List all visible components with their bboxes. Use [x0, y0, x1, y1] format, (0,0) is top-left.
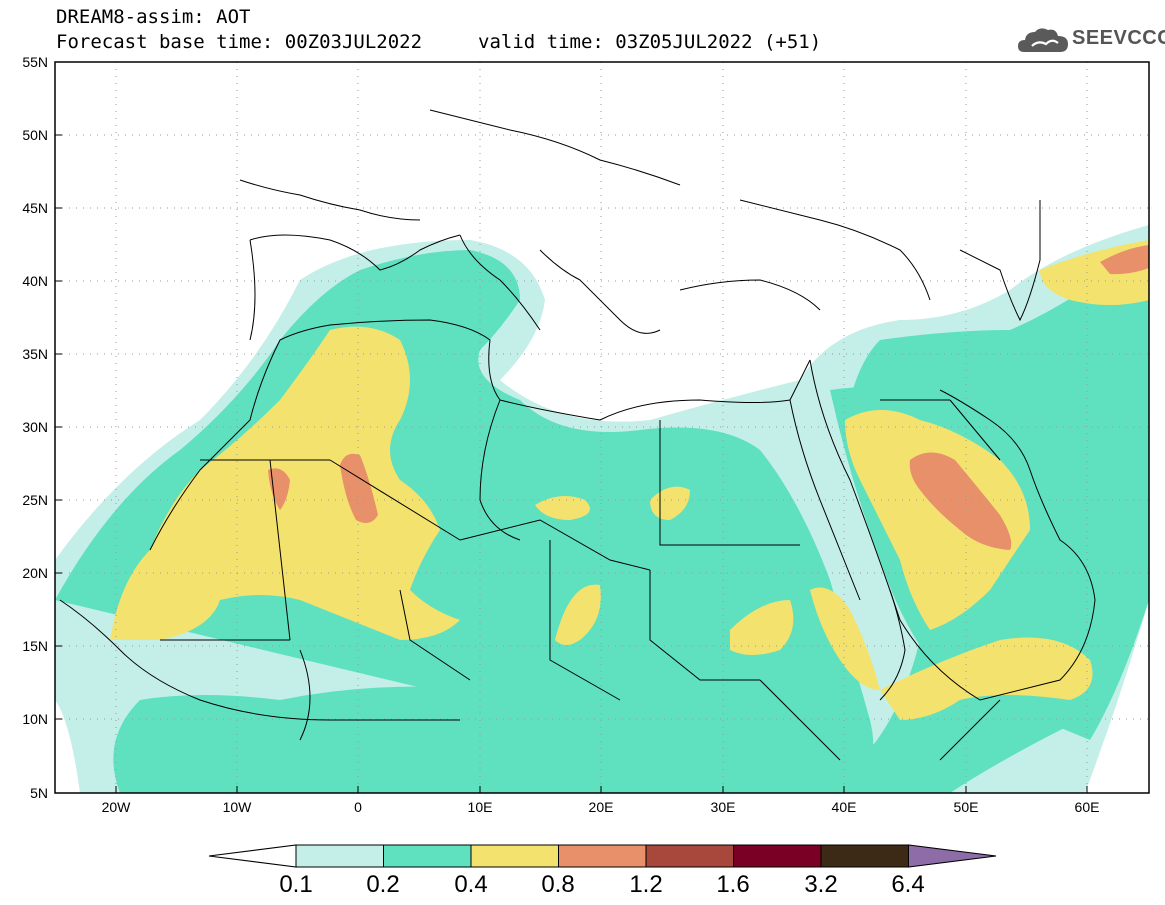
colorbar-box [470, 844, 559, 868]
lat-label: 20N [22, 565, 48, 581]
colorbar-arrow-high [908, 844, 997, 868]
coastlines [59, 109, 1096, 761]
lon-label: 20E [589, 799, 614, 815]
aot-contour-0.4-central [535, 496, 590, 520]
lon-label: 30E [711, 799, 736, 815]
forecast-base-time: Forecast base time: 00Z03JUL2022 [56, 31, 423, 53]
lat-label: 15N [22, 638, 48, 654]
aot-contour-0.4-sudan [730, 600, 794, 655]
colorbar-label: 0.8 [541, 871, 574, 898]
lat-label: 55N [22, 54, 48, 70]
lat-label: 45N [22, 200, 48, 216]
aot-contour-0.4-arabia [845, 410, 1030, 630]
colorbar-label: 3.2 [804, 871, 837, 898]
lat-labels: 55N 50N 45N 40N 35N 30N 25N 20N 15N 10N … [22, 54, 48, 801]
lat-label: 40N [22, 273, 48, 289]
aot-contour-0.8-caspian [1100, 245, 1149, 275]
axis-ticks [55, 61, 1088, 794]
colorbar-box [558, 844, 647, 868]
colorbar-label: 0.1 [279, 871, 312, 898]
lat-label: 50N [22, 127, 48, 143]
logo-text: SEEVCCC [1072, 27, 1165, 49]
aot-contour-0.4-yemen [880, 637, 1093, 720]
valid-time: valid time: 03Z05JUL2022 (+51) [478, 31, 822, 53]
colorbar-label: 0.4 [454, 871, 487, 898]
lon-label: 60E [1075, 799, 1100, 815]
aot-contour-0.8-arabia [909, 452, 1012, 550]
lon-label: 10E [468, 799, 493, 815]
colorbar-box [645, 844, 734, 868]
lat-label: 5N [30, 785, 48, 801]
aot-contour-0.8-mauritania [268, 468, 290, 510]
colorbar-label: 6.4 [891, 871, 924, 898]
lon-label: 50E [954, 799, 979, 815]
map-title: DREAM8-assim: AOT [56, 6, 251, 28]
aot-contour-0.4-chad [555, 584, 601, 645]
lon-label: 10W [223, 799, 253, 815]
colorbar-box [295, 844, 384, 868]
lat-label: 25N [22, 492, 48, 508]
lon-label: 20W [102, 799, 132, 815]
colorbar-arrow-low [208, 844, 297, 868]
colorbar-label: 1.6 [716, 871, 749, 898]
graticule [55, 62, 1149, 793]
colorbar-boxes [208, 844, 997, 868]
colorbar-labels: 0.1 0.2 0.4 0.8 1.2 1.6 3.2 6.4 [279, 871, 924, 898]
colorbar-box [820, 844, 909, 868]
lat-label: 30N [22, 419, 48, 435]
lon-labels: 20W 10W 0 10E 20E 30E 40E 50E 60E [102, 799, 1100, 815]
aot-contour-0.4-eritrea [810, 587, 880, 690]
lat-label: 35N [22, 346, 48, 362]
colorbar-box [383, 844, 472, 868]
colorbar-label: 1.2 [629, 871, 662, 898]
seevccc-logo: SEEVCCC [1016, 24, 1165, 58]
lon-label: 0 [354, 799, 362, 815]
lat-label: 10N [22, 711, 48, 727]
colorbar-box [733, 844, 822, 868]
lon-label: 40E [832, 799, 857, 815]
cloud-icon [1018, 28, 1068, 52]
colorbar-label: 0.2 [366, 871, 399, 898]
aot-contour-0.8-algeria [340, 453, 378, 524]
